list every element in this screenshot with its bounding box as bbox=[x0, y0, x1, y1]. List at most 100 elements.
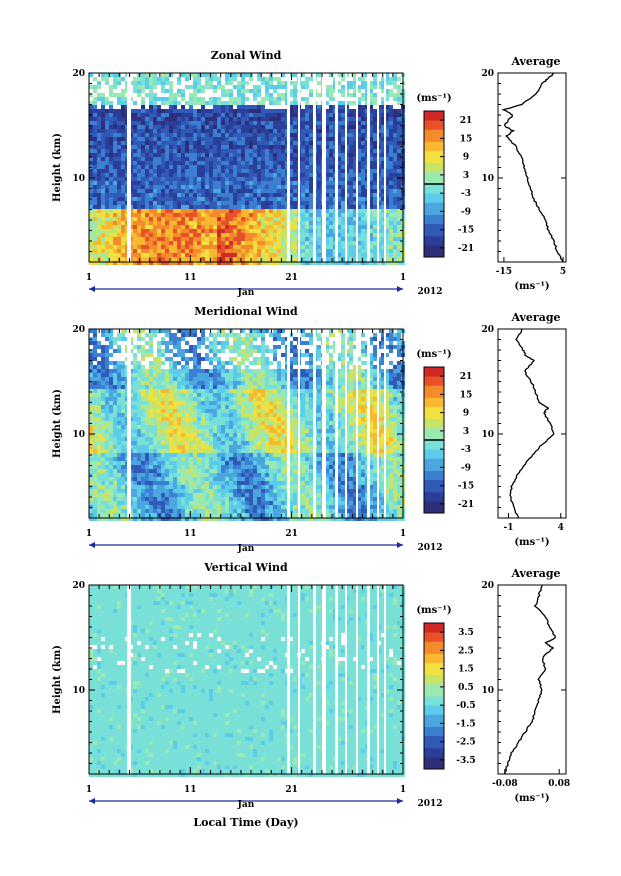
heatmap-cell bbox=[205, 101, 209, 105]
heatmap-cell bbox=[101, 425, 105, 429]
heatmap-cell bbox=[309, 121, 313, 125]
heatmap-cell bbox=[397, 89, 401, 93]
heatmap-cell bbox=[293, 161, 297, 165]
heatmap-cell bbox=[269, 217, 273, 221]
heatmap-cell bbox=[101, 473, 105, 477]
heatmap-cell bbox=[137, 497, 141, 501]
heatmap-cell bbox=[293, 169, 297, 173]
heatmap-cell bbox=[201, 85, 205, 89]
heatmap-cell bbox=[113, 141, 117, 145]
heatmap-cell bbox=[281, 93, 285, 97]
heatmap-cell bbox=[217, 85, 221, 89]
heatmap-cell bbox=[389, 149, 393, 153]
heatmap-cell bbox=[185, 153, 189, 157]
heatmap-cell bbox=[145, 137, 149, 141]
heatmap-cell bbox=[381, 261, 385, 265]
heatmap-cell bbox=[309, 153, 313, 157]
heatmap-cell bbox=[193, 497, 197, 501]
heatmap-cell bbox=[109, 517, 113, 521]
heatmap-cell bbox=[373, 149, 377, 153]
heatmap-cell bbox=[173, 229, 177, 233]
heatmap-cell bbox=[305, 193, 309, 197]
heatmap-cell bbox=[105, 405, 109, 409]
heatmap-cell bbox=[113, 125, 117, 129]
heatmap-cell bbox=[337, 257, 341, 261]
heatmap-cell bbox=[241, 185, 245, 189]
heatmap-cell bbox=[173, 353, 177, 357]
heatmap-cell bbox=[121, 101, 125, 105]
heatmap-cell bbox=[89, 377, 93, 381]
heatmap-cell bbox=[397, 209, 401, 213]
heatmap-cell bbox=[117, 429, 121, 433]
heatmap-cell bbox=[181, 349, 185, 353]
heatmap-cell bbox=[177, 493, 181, 497]
heatmap-cell bbox=[337, 125, 341, 129]
heatmap-cell bbox=[357, 217, 361, 221]
heatmap-cell bbox=[193, 393, 197, 397]
heatmap-cell bbox=[169, 421, 173, 425]
heatmap-cell bbox=[197, 249, 201, 253]
heatmap-cell bbox=[337, 225, 341, 229]
heatmap-cell bbox=[93, 125, 97, 129]
heatmap-cell bbox=[293, 177, 297, 181]
heatmap-cell bbox=[265, 189, 269, 193]
heatmap-cell bbox=[117, 113, 121, 117]
heatmap-cell bbox=[193, 209, 197, 213]
heatmap-cell bbox=[385, 97, 389, 101]
heatmap-cell bbox=[189, 137, 193, 141]
heatmap-cell bbox=[369, 217, 373, 221]
heatmap-cell bbox=[249, 125, 253, 129]
colorbar-segment bbox=[424, 214, 444, 218]
heatmap-cell bbox=[165, 153, 169, 157]
heatmap-cell bbox=[249, 233, 253, 237]
heatmap-cell bbox=[101, 165, 105, 169]
heatmap-cell bbox=[161, 89, 165, 93]
heatmap-cell bbox=[349, 157, 353, 161]
heatmap-cell bbox=[381, 157, 385, 161]
heatmap-cell bbox=[165, 329, 169, 333]
heatmap-cell bbox=[329, 257, 333, 261]
heatmap-cell bbox=[117, 249, 121, 253]
heatmap-cell bbox=[393, 229, 397, 233]
heatmap-cell bbox=[145, 389, 149, 393]
heatmap-cell bbox=[205, 129, 209, 133]
heatmap-cell bbox=[233, 173, 237, 177]
heatmap-cell bbox=[121, 237, 125, 241]
heatmap-cell bbox=[185, 109, 189, 113]
heatmap-cell bbox=[253, 93, 257, 97]
heatmap-cell bbox=[161, 409, 165, 413]
colorbar-segment bbox=[424, 229, 444, 234]
heatmap-cell bbox=[269, 77, 273, 81]
heatmap-cell bbox=[293, 213, 297, 217]
heatmap-cell bbox=[141, 213, 145, 217]
heatmap-cell bbox=[329, 181, 333, 185]
heatmap-cell bbox=[269, 173, 273, 177]
heatmap-cell bbox=[357, 169, 361, 173]
heatmap-cell bbox=[301, 213, 305, 217]
heatmap-cell bbox=[397, 133, 401, 137]
heatmap-cell bbox=[121, 257, 125, 261]
heatmap-cell bbox=[205, 257, 209, 261]
heatmap-cell bbox=[209, 193, 213, 197]
heatmap-cell bbox=[289, 153, 293, 157]
heatmap-cell bbox=[317, 193, 321, 197]
heatmap-cell bbox=[197, 197, 201, 201]
heatmap-cell bbox=[101, 141, 105, 145]
heatmap-cell bbox=[113, 137, 117, 141]
heatmap-cell bbox=[157, 141, 161, 145]
heatmap-cell bbox=[325, 89, 329, 93]
heatmap-cell bbox=[229, 141, 233, 145]
heatmap-cell bbox=[209, 177, 213, 181]
heatmap-cell bbox=[185, 133, 189, 137]
heatmap-cell bbox=[353, 125, 357, 129]
heatmap-cell bbox=[201, 169, 205, 173]
heatmap-cell bbox=[181, 141, 185, 145]
heatmap-cell bbox=[109, 329, 113, 333]
heatmap-cell bbox=[369, 257, 373, 261]
heatmap-cell bbox=[101, 401, 105, 405]
heatmap-cell bbox=[133, 261, 137, 265]
heatmap-cell bbox=[93, 89, 97, 93]
heatmap-cell bbox=[305, 129, 309, 133]
heatmap-cell bbox=[205, 189, 209, 193]
heatmap-cell bbox=[185, 497, 189, 501]
